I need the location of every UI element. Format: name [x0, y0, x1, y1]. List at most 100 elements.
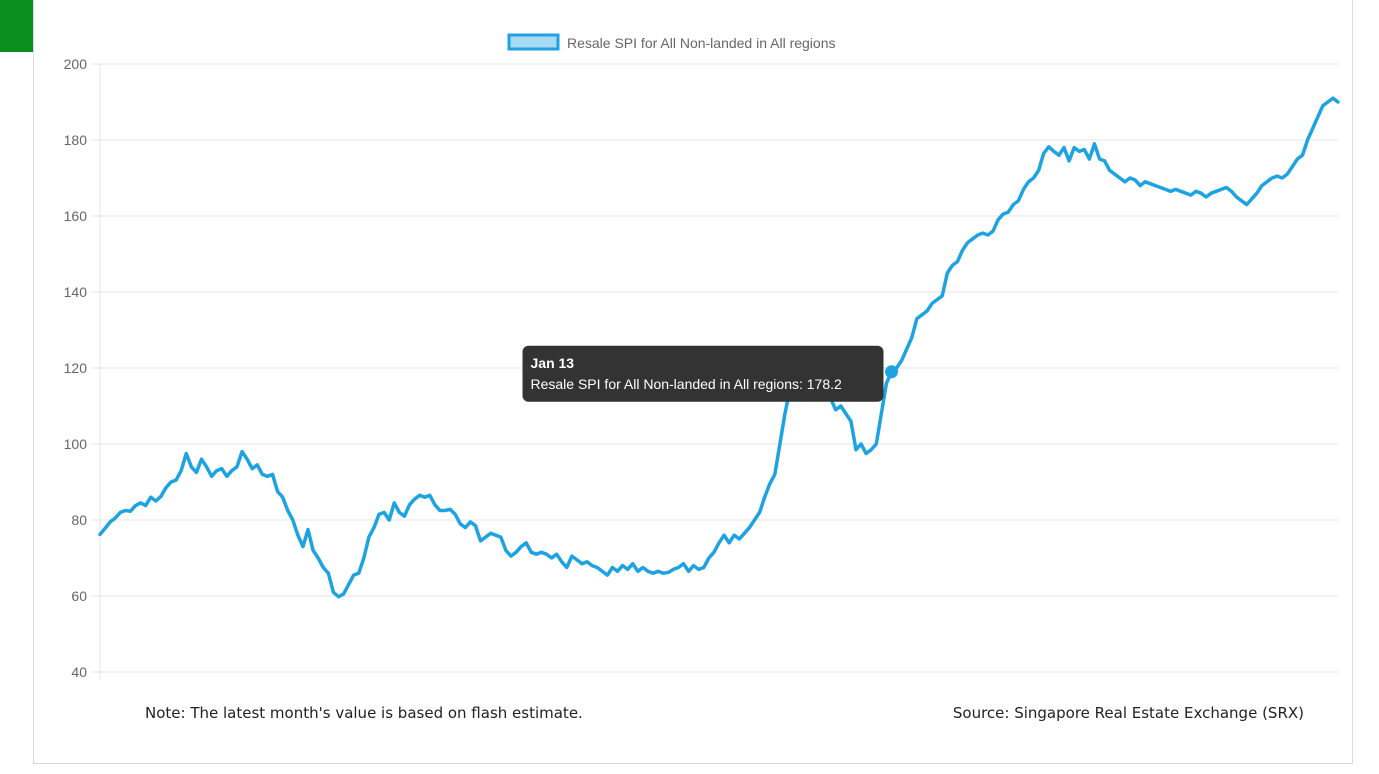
data-point[interactable] — [549, 555, 555, 561]
data-point[interactable] — [726, 540, 732, 546]
data-point[interactable] — [939, 293, 945, 299]
data-point[interactable] — [1061, 145, 1067, 151]
data-point[interactable] — [599, 568, 605, 574]
data-point[interactable] — [883, 380, 889, 386]
data-point[interactable] — [1102, 158, 1108, 164]
data-point[interactable] — [716, 540, 722, 546]
data-point[interactable] — [1198, 190, 1204, 196]
data-point[interactable] — [513, 549, 519, 555]
data-point[interactable] — [782, 411, 788, 417]
data-point[interactable] — [467, 519, 473, 525]
data-point[interactable] — [1086, 156, 1092, 162]
legend[interactable]: Resale SPI for All Non-landed in All reg… — [507, 33, 835, 51]
data-point[interactable] — [1325, 99, 1331, 105]
data-point[interactable] — [163, 485, 169, 491]
data-point[interactable] — [503, 547, 509, 553]
legend-swatch[interactable] — [507, 33, 560, 51]
data-point[interactable] — [1026, 179, 1032, 185]
data-point[interactable] — [995, 217, 1001, 223]
data-point[interactable] — [1015, 198, 1021, 204]
data-point[interactable] — [985, 232, 991, 238]
data-point[interactable] — [1249, 196, 1255, 202]
data-point[interactable] — [1279, 175, 1285, 181]
data-point[interactable] — [584, 559, 590, 565]
data-point[interactable] — [833, 407, 839, 413]
data-point[interactable] — [746, 525, 752, 531]
data-point[interactable] — [158, 493, 164, 499]
data-point[interactable] — [1137, 183, 1143, 189]
data-point[interactable] — [1315, 114, 1321, 120]
data-point[interactable] — [1117, 175, 1123, 181]
data-point[interactable] — [320, 565, 326, 571]
data-point[interactable] — [1005, 209, 1011, 215]
data-point[interactable] — [1320, 103, 1326, 109]
data-point[interactable] — [848, 418, 854, 424]
data-point[interactable] — [1122, 179, 1128, 185]
data-point[interactable] — [173, 477, 179, 483]
data-point[interactable] — [1294, 156, 1300, 162]
data-point[interactable] — [498, 534, 504, 540]
data-point[interactable] — [401, 513, 407, 519]
data-point[interactable] — [680, 561, 686, 567]
data-point[interactable] — [843, 411, 849, 417]
legend-label[interactable]: Resale SPI for All Non-landed in All reg… — [567, 35, 835, 51]
data-point[interactable] — [554, 551, 560, 557]
data-point[interactable] — [1305, 137, 1311, 143]
data-point[interactable] — [361, 555, 367, 561]
data-point[interactable] — [112, 515, 118, 521]
data-point[interactable] — [219, 466, 225, 472]
data-point[interactable] — [604, 572, 610, 578]
data-point[interactable] — [472, 523, 478, 529]
data-point[interactable] — [1254, 190, 1260, 196]
data-point[interactable] — [462, 525, 468, 531]
data-point[interactable] — [432, 502, 438, 508]
data-point[interactable] — [873, 441, 879, 447]
data-point[interactable] — [1046, 144, 1052, 150]
data-point[interactable] — [853, 447, 859, 453]
data-point[interactable] — [275, 489, 281, 495]
data-point[interactable] — [1223, 185, 1229, 191]
data-point[interactable] — [625, 566, 631, 572]
data-point[interactable] — [691, 563, 697, 569]
data-point[interactable] — [1041, 150, 1047, 156]
data-point[interactable] — [1299, 152, 1305, 158]
data-point[interactable] — [341, 591, 347, 597]
data-point[interactable] — [564, 565, 570, 571]
data-point[interactable] — [427, 492, 433, 498]
data-point[interactable] — [757, 509, 763, 515]
data-point[interactable] — [1289, 164, 1295, 170]
data-point[interactable] — [396, 509, 402, 515]
data-point[interactable] — [711, 549, 717, 555]
data-point[interactable] — [523, 540, 529, 546]
data-point[interactable] — [1020, 186, 1026, 192]
data-point[interactable] — [127, 508, 133, 514]
data-point[interactable] — [102, 525, 108, 531]
data-point[interactable] — [239, 449, 245, 455]
data-point[interactable] — [1264, 179, 1270, 185]
data-point[interactable] — [1259, 183, 1265, 189]
data-point[interactable] — [386, 517, 392, 523]
data-point[interactable] — [391, 500, 397, 506]
data-point[interactable] — [878, 411, 884, 417]
data-point[interactable] — [960, 247, 966, 253]
data-point[interactable] — [508, 553, 514, 559]
data-point[interactable] — [143, 503, 149, 509]
data-point[interactable] — [1335, 99, 1341, 105]
data-point[interactable] — [249, 466, 255, 472]
data-point[interactable] — [1310, 126, 1316, 132]
data-point[interactable] — [483, 534, 489, 540]
data-point[interactable] — [295, 532, 301, 538]
data-point[interactable] — [122, 508, 128, 514]
data-point[interactable] — [736, 536, 742, 542]
data-point[interactable] — [990, 228, 996, 234]
data-point[interactable] — [574, 557, 580, 563]
data-point[interactable] — [731, 532, 737, 538]
data-point[interactable] — [909, 335, 915, 341]
data-point[interactable] — [675, 565, 681, 571]
data-point[interactable] — [721, 532, 727, 538]
data-point[interactable] — [133, 503, 139, 509]
data-point[interactable] — [234, 464, 240, 470]
data-point[interactable] — [193, 470, 199, 476]
data-point[interactable] — [569, 553, 575, 559]
data-point[interactable] — [407, 502, 413, 508]
